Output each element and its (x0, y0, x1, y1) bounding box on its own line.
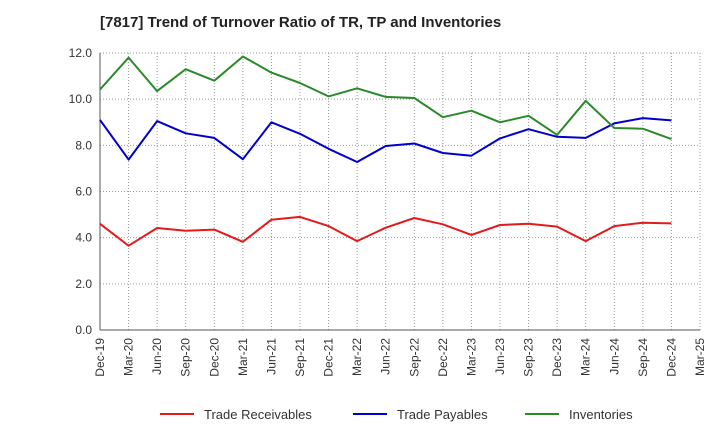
x-tick-label: Dec-19 (93, 338, 107, 377)
series-line-inventories (99, 55, 672, 141)
x-tick-label: Sep-24 (636, 338, 650, 377)
x-tick-label: Jun-22 (379, 338, 393, 375)
x-tick-label: Jun-20 (150, 338, 164, 375)
x-tick-label: Dec-20 (207, 338, 221, 377)
y-tick-label: 8.0 (75, 138, 92, 152)
x-tick-label: Sep-20 (179, 338, 193, 377)
x-tick-label: Mar-21 (236, 338, 250, 376)
x-tick-label: Jun-24 (607, 338, 621, 375)
legend-label-trade-receivables: Trade Receivables (204, 407, 312, 422)
series-line-trade-receivables (99, 215, 672, 247)
x-tick-label: Mar-22 (350, 338, 364, 376)
x-tick-label: Jun-23 (493, 338, 507, 375)
x-tick-label: Sep-21 (293, 338, 307, 377)
x-tick-label: Dec-21 (322, 338, 336, 377)
x-tick-label: Dec-23 (550, 338, 564, 377)
x-tick-label: Mar-25 (693, 338, 707, 376)
x-tick-label: Sep-23 (522, 338, 536, 377)
x-tick-label: Sep-22 (407, 338, 421, 377)
x-tick-label: Mar-24 (579, 338, 593, 376)
x-tick-label: Dec-24 (664, 338, 678, 377)
series-line-trade-payables (99, 117, 672, 163)
x-tick-label: Mar-23 (464, 338, 478, 376)
y-tick-label: 0.0 (75, 323, 92, 337)
x-tick-label: Jun-21 (264, 338, 278, 375)
x-tick-label: Mar-20 (122, 338, 136, 376)
y-tick-label: 6.0 (75, 185, 92, 199)
legend-label-inventories: Inventories (569, 407, 633, 422)
chart-title: [7817] Trend of Turnover Ratio of TR, TP… (100, 14, 502, 31)
y-tick-label: 4.0 (75, 231, 92, 245)
legend-label-trade-payables: Trade Payables (397, 407, 488, 422)
y-tick-label: 10.0 (69, 92, 93, 106)
x-tick-label: Dec-22 (436, 338, 450, 377)
y-tick-label: 12.0 (69, 46, 93, 60)
y-tick-label: 2.0 (75, 277, 92, 291)
